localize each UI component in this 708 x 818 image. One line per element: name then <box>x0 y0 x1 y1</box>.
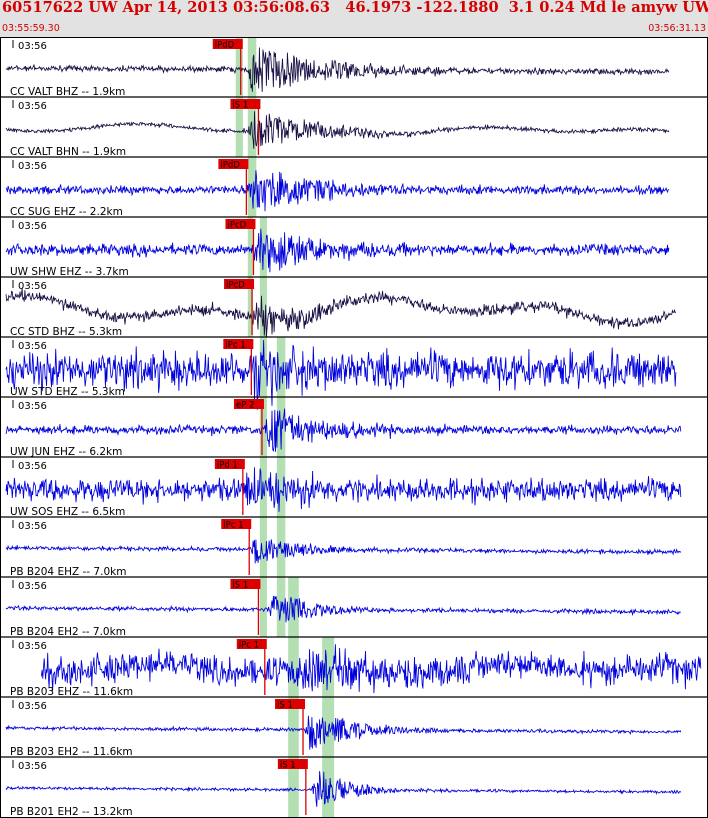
trace-row[interactable]: iPcD 03:56 CC STD BHZ -- 5.3km <box>0 276 708 338</box>
station-label: PB B204 EHZ -- 7.0km <box>10 566 126 578</box>
window-start-time: 03:55:59.30 <box>2 23 60 34</box>
pick-label: iS 1 <box>232 101 248 111</box>
trace-time-label: 03:56 <box>18 461 47 472</box>
waveform-trace <box>5 595 681 623</box>
analysis-window-band <box>322 637 335 817</box>
pick-marker[interactable] <box>218 159 249 169</box>
pick-label: iS 1 <box>277 701 293 711</box>
window-end-time: 03:56:31.13 <box>648 23 706 34</box>
event-header: 60517622 UW Apr 14, 2013 03:56:08.63 46.… <box>0 0 708 37</box>
trace-row[interactable]: iPc 1 03:56 PB B203 EHZ -- 11.6km <box>0 636 708 698</box>
station-label: CC STD BHZ -- 5.3km <box>10 326 122 338</box>
trace-row[interactable]: eP 2 03:56 UW JUN EHZ -- 6.2km <box>0 396 708 458</box>
waveform-trace <box>5 467 682 512</box>
trace-time-label: 03:56 <box>18 581 47 592</box>
analysis-window-band <box>276 337 286 637</box>
seismogram-panel[interactable]: iPdD 03:56 CC VALT BHZ -- 1.9km iS 1 03:56 CC… <box>0 37 708 818</box>
trace-row[interactable]: iPc 1 03:56 PB B204 EHZ -- 7.0km <box>0 516 708 578</box>
trace-time-label: 03:56 <box>18 101 47 112</box>
trace-time-label: 03:56 <box>18 41 47 52</box>
waveform-trace <box>5 771 682 807</box>
trace-time-label: 03:56 <box>18 401 47 412</box>
trace-time-label: 03:56 <box>18 281 47 292</box>
pick-label: iPc 1 <box>223 521 243 531</box>
waveform-trace <box>5 228 670 273</box>
waveform-trace <box>5 47 670 92</box>
pick-label: eP 2 <box>236 401 254 411</box>
pick-label: iPcD <box>227 221 246 231</box>
pick-marker[interactable] <box>275 699 306 709</box>
station-label: PB B204 EH2 -- 7.0km <box>10 626 126 638</box>
station-label: CC VALT BHN -- 1.9km <box>10 146 126 158</box>
trace-row[interactable]: iPdD 03:56 CC VALT BHZ -- 1.9km <box>5 39 670 98</box>
pick-marker[interactable] <box>224 279 255 289</box>
trace-time-label: 03:56 <box>18 341 47 352</box>
trace-row[interactable]: iS 1 03:56 CC VALT BHN -- 1.9km <box>0 96 708 158</box>
pick-label: iPdD <box>220 161 240 171</box>
station-label: CC SUG EHZ -- 2.2km <box>10 206 123 218</box>
waveform-trace <box>5 288 677 338</box>
station-label: PB B203 EHZ -- 11.6km <box>10 686 133 698</box>
waveform-trace <box>5 170 669 212</box>
waveform-trace <box>5 539 682 564</box>
analysis-window-band <box>259 217 267 637</box>
trace-row[interactable]: iS 1 03:56 PB B201 EH2 -- 13.2km <box>0 756 708 818</box>
pick-marker[interactable] <box>221 519 252 529</box>
pick-label: iPc 1 <box>225 341 245 351</box>
trace-time-label: 03:56 <box>18 641 47 652</box>
waveform-trace <box>5 340 677 410</box>
pick-marker[interactable] <box>212 39 243 49</box>
pick-label: iPdD <box>215 41 235 51</box>
waveform-trace <box>5 408 682 452</box>
trace-time-label: 03:56 <box>18 521 47 532</box>
pick-marker[interactable] <box>225 219 256 229</box>
trace-row[interactable]: iPd 1 03:56 UW SOS EHZ -- 6.5km <box>0 456 708 518</box>
trace-row[interactable]: iPc 1 03:56 UW STD EHZ -- 5.3km <box>0 336 708 410</box>
pick-marker[interactable] <box>233 399 264 409</box>
pick-label: iPcD <box>226 281 245 291</box>
trace-time-label: 03:56 <box>18 161 47 172</box>
trace-row[interactable]: iPcD 03:56 UW SHW EHZ -- 3.7km <box>0 216 708 278</box>
pick-marker[interactable] <box>223 339 254 349</box>
trace-row[interactable]: iS 1 03:56 PB B203 EH2 -- 11.6km <box>0 696 708 758</box>
station-label: UW JUN EHZ -- 6.2km <box>10 446 122 458</box>
pick-marker[interactable] <box>230 579 261 589</box>
pick-marker[interactable] <box>214 459 245 469</box>
waveform-trace <box>40 644 702 694</box>
pick-marker[interactable] <box>277 759 308 769</box>
station-label: CC VALT BHZ -- 1.9km <box>10 86 125 98</box>
trace-row[interactable]: iPdD 03:56 CC SUG EHZ -- 2.2km <box>0 156 708 218</box>
pick-label: iS 1 <box>280 761 296 771</box>
waveform-trace <box>5 111 670 149</box>
trace-time-label: 03:56 <box>18 701 47 712</box>
pick-marker[interactable] <box>236 639 267 649</box>
trace-time-label: 03:56 <box>18 761 47 772</box>
event-title: 60517622 UW Apr 14, 2013 03:56:08.63 46.… <box>2 0 708 16</box>
station-label: UW SHW EHZ -- 3.7km <box>10 266 129 278</box>
station-label: UW STD EHZ -- 5.3km <box>10 386 125 398</box>
pick-label: iPd 1 <box>217 461 238 471</box>
station-label: PB B201 EH2 -- 13.2km <box>10 806 133 818</box>
pick-marker[interactable] <box>230 99 261 109</box>
pick-label: iS 1 <box>232 581 248 591</box>
pick-label: iPc 1 <box>239 641 259 651</box>
waveform-trace <box>5 715 682 750</box>
station-label: UW SOS EHZ -- 6.5km <box>10 506 125 518</box>
station-label: PB B203 EH2 -- 11.6km <box>10 746 133 758</box>
trace-time-label: 03:56 <box>18 221 47 232</box>
trace-row[interactable]: iS 1 03:56 PB B204 EH2 -- 7.0km <box>0 576 708 638</box>
